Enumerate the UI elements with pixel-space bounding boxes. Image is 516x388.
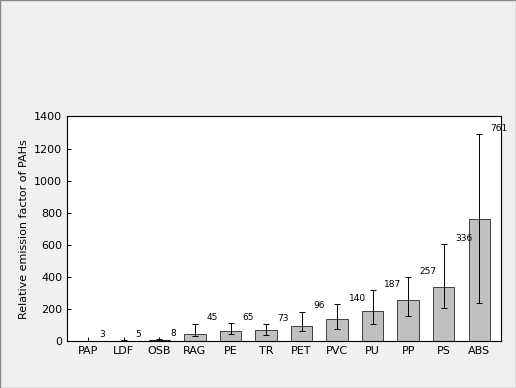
Bar (184, 334, 206, 341)
Text: 45: 45 (206, 314, 218, 322)
Text: 761: 761 (491, 124, 508, 133)
Text: 8: 8 (171, 329, 176, 338)
Bar (469, 219, 490, 341)
Text: 257: 257 (420, 267, 437, 275)
Bar (220, 331, 241, 341)
Bar (397, 300, 419, 341)
Text: 73: 73 (278, 314, 289, 323)
Bar (149, 340, 170, 341)
Y-axis label: Relative emission factor of PAHs: Relative emission factor of PAHs (19, 139, 28, 319)
Bar (327, 319, 348, 341)
Bar (255, 330, 277, 341)
Text: 65: 65 (242, 313, 253, 322)
Bar (433, 288, 454, 341)
Text: 140: 140 (348, 294, 365, 303)
Text: 5: 5 (135, 330, 141, 339)
Bar (362, 312, 383, 341)
Text: 96: 96 (313, 301, 325, 310)
Text: 187: 187 (384, 280, 401, 289)
Bar (291, 326, 312, 341)
Text: 336: 336 (455, 234, 472, 243)
Text: 3: 3 (100, 330, 105, 340)
